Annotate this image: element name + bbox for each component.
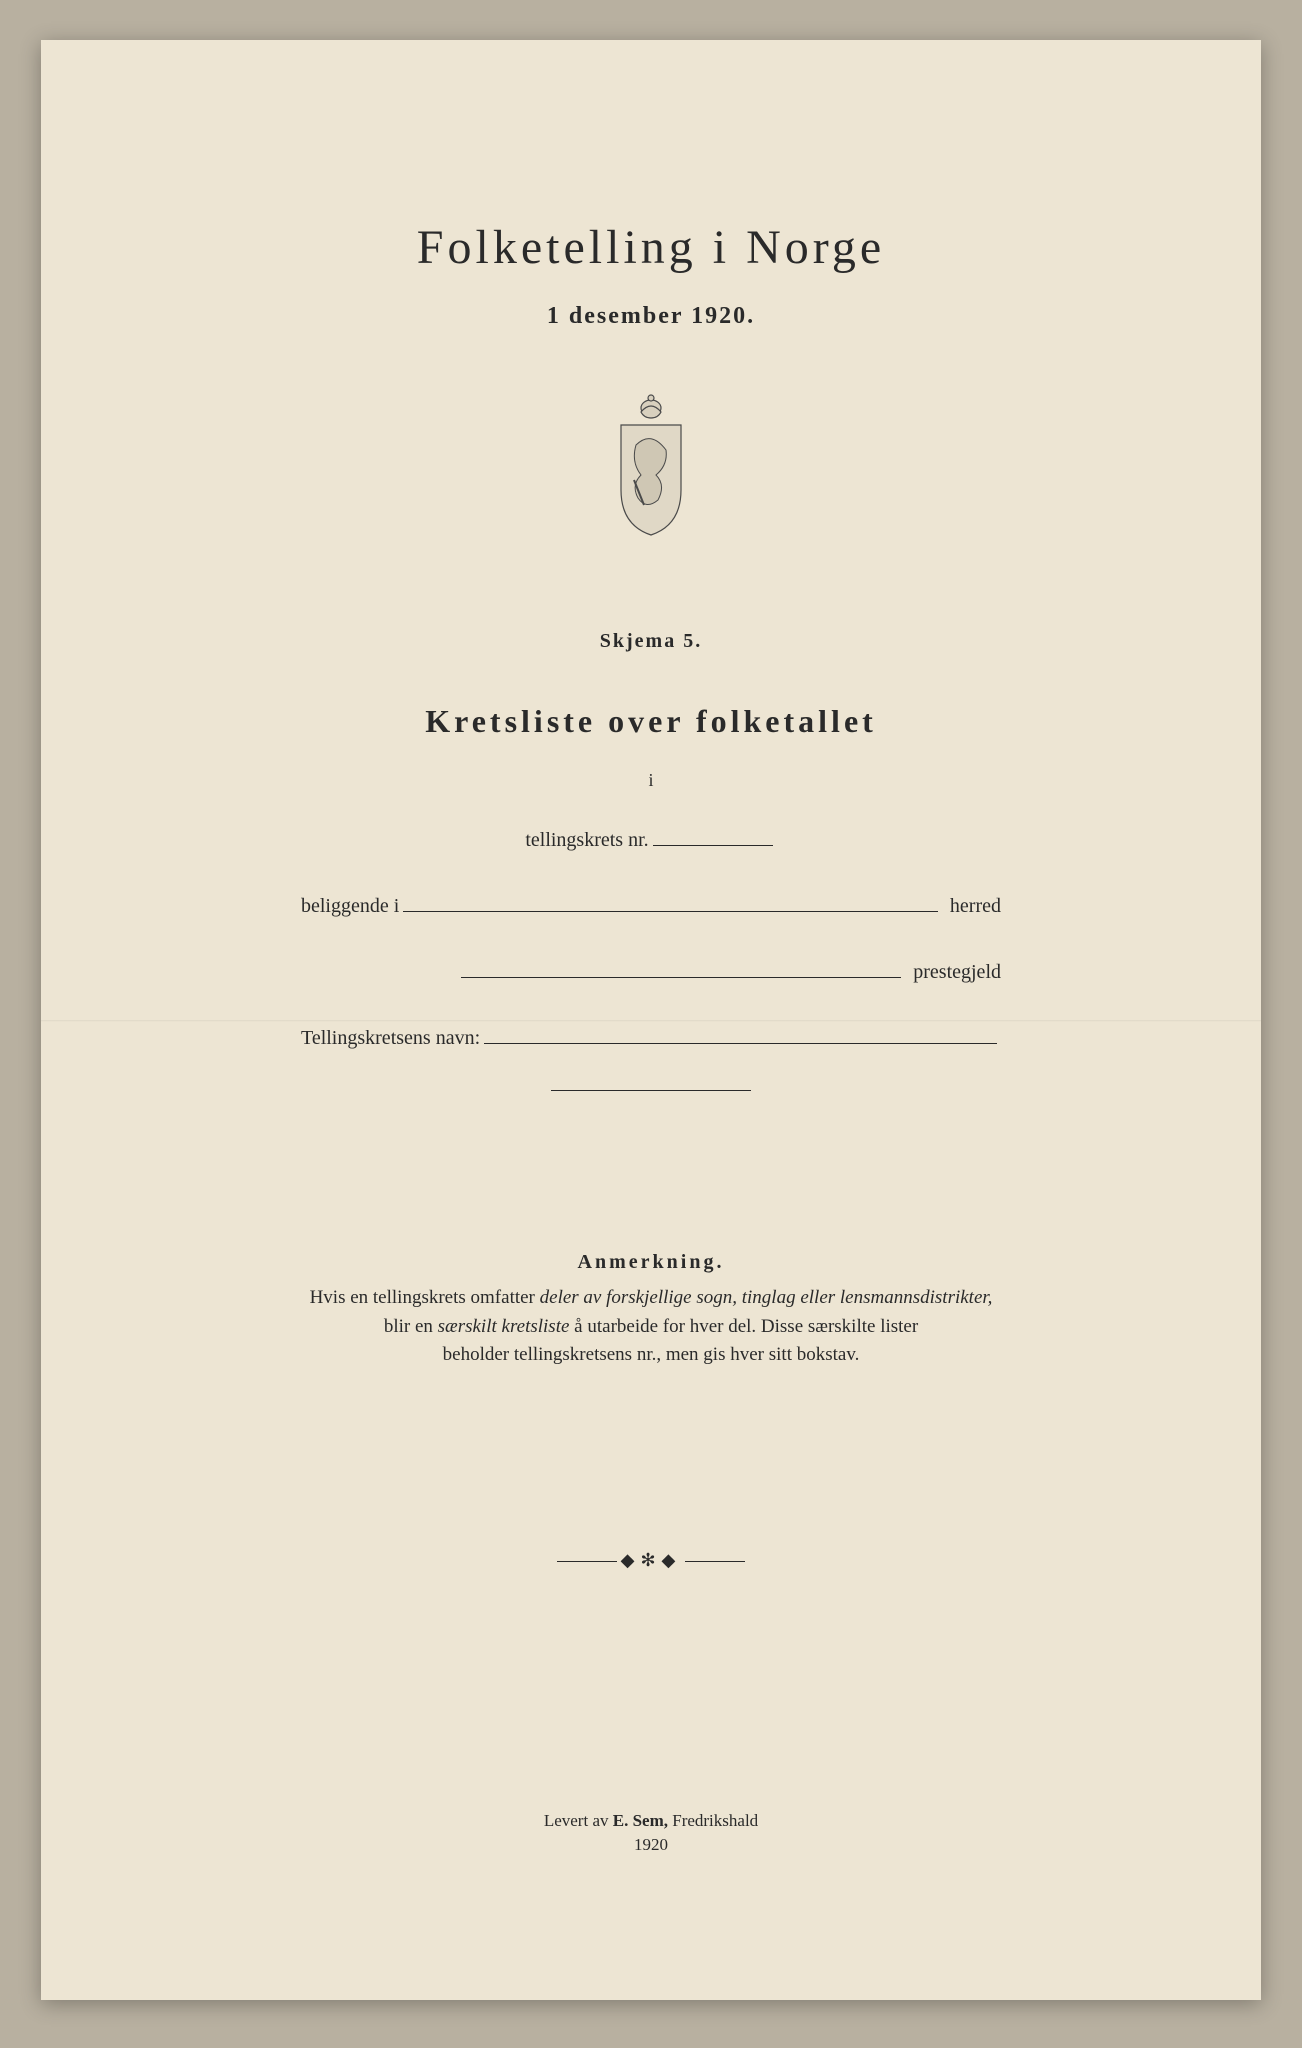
document-page: Folketelling i Norge 1 desember 1920. Sk… — [41, 40, 1261, 2000]
label-prestegjeld: prestegjeld — [913, 961, 1001, 984]
ornament-divider: ◆✻◆ — [161, 1550, 1141, 1571]
blank-beliggende — [403, 892, 938, 912]
blank-navn — [484, 1024, 997, 1044]
footer-text-b: Fredrikshald — [668, 1811, 758, 1830]
footer-year: 1920 — [161, 1835, 1141, 1855]
paper-fold — [41, 1020, 1261, 1022]
blank-prestegjeld — [461, 958, 901, 978]
note-line1-a: Hvis en tellingskrets omfatter — [310, 1287, 540, 1308]
field-tellingskrets-nr: tellingskrets nr. — [301, 826, 1001, 852]
note-line3: beholder tellingskretsens nr., men gis h… — [443, 1344, 860, 1365]
main-title: Folketelling i Norge — [161, 220, 1141, 275]
date-line: 1 desember 1920. — [161, 303, 1141, 330]
field-beliggende: beliggende i herred — [301, 892, 1001, 918]
schema-label: Skjema 5. — [161, 630, 1141, 653]
footer-publisher: E. Sem, — [613, 1811, 668, 1830]
coat-of-arms-icon — [161, 390, 1141, 540]
note-line2-a: blir en — [384, 1316, 438, 1337]
subtitle: Kretsliste over folketallet — [161, 703, 1141, 740]
label-herred: herred — [950, 895, 1001, 918]
label-tellingskretsens-navn: Tellingskretsens navn: — [301, 1027, 480, 1050]
footer: Levert av E. Sem, Fredrikshald 1920 — [161, 1811, 1141, 1855]
note-line1-em: deler av forskjellige sogn, tinglag elle… — [540, 1287, 993, 1308]
subtitle-i: i — [161, 770, 1141, 791]
note-line2-b: å utarbeide for hver del. Disse særskilt… — [569, 1316, 918, 1337]
blank-tellingskrets-nr — [653, 826, 773, 846]
label-tellingskrets-nr: tellingskrets nr. — [525, 829, 648, 852]
field-prestegjeld: prestegjeld — [301, 958, 1001, 984]
note-body: Hvis en tellingskrets omfatter deler av … — [211, 1284, 1091, 1370]
divider-line — [551, 1090, 751, 1091]
note-line2-em: særskilt kretsliste — [438, 1316, 570, 1337]
note-heading: Anmerkning. — [161, 1251, 1141, 1274]
form-block: tellingskrets nr. beliggende i herred pr… — [301, 826, 1001, 1050]
label-beliggende-i: beliggende i — [301, 895, 399, 918]
field-tellingskretsens-navn: Tellingskretsens navn: — [301, 1024, 1001, 1050]
footer-text-a: Levert av — [544, 1811, 613, 1830]
